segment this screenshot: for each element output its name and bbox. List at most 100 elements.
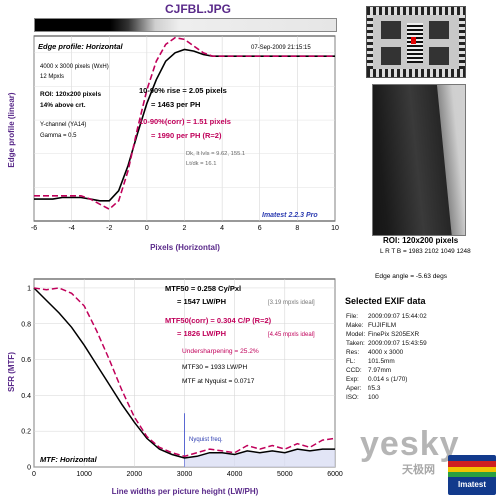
edge-grid [33,36,336,221]
mtf-x-tick: 0 [32,471,36,478]
mtf-y-tick: 0.8 [21,321,31,328]
exif-key: Model: [346,331,366,338]
exif-value: FinePix S205EXR [368,331,420,338]
mtf-ylabel: SFR (MTF) [7,352,16,392]
mtf30-text: MTF30 = 1933 LW/PH [182,364,248,371]
exif-key: Res: [346,349,360,356]
exif-row: Taken: 2009:09:07 15:43:59 [346,340,427,347]
exif-row: Model: FinePix S205EXR [346,331,419,338]
exif-key: Taken: [346,340,365,347]
channel-text: Y-channel (YA14) [40,122,86,128]
exif-key: CCD: [346,367,362,374]
nyquist-value-text: MTF at Nyquist = 0.0717 [182,378,255,385]
mtf-x-tick: 5000 [277,471,293,478]
imatest-version: Imatest 2.2.3 Pro [262,212,318,219]
image-size: 4000 x 3000 pixels (WxH) [40,64,109,70]
mtf-y-tick: 0 [27,465,31,472]
mtf50-corr-text: MTF50(corr) = 0.304 C/P (R=2) [165,316,272,325]
file-title: CJFBL.JPG [165,2,232,16]
roi-caption: ROI: 120x200 pixels [383,236,459,245]
exif-value: f/5.3 [368,385,381,392]
mtf-x-tick: 3000 [177,471,193,478]
edge-x-tick: 2 [183,225,187,232]
exif-row: ISO: 100 [346,394,379,401]
roi-lrtb: L R T B = 1983 2102 1049 1248 [380,248,471,255]
edge-profile-line [34,48,335,202]
lt-dk-text: Lt/dk = 16.1 [186,161,216,167]
mtf-y-tick: 0.4 [21,393,31,400]
exif-value: FUJIFILM [368,322,397,329]
mtf50-lw-text: = 1547 LW/PH [177,297,226,306]
mtf-title: MTF: Horizontal [40,455,98,464]
exif-value: 100 [368,394,379,401]
edge-x-tick: 6 [258,225,262,232]
exif-key: ISO: [346,394,359,401]
exif-value: 2009:09:07 15:43:59 [368,340,427,347]
rise-text: 10-90% rise = 2.05 pixels [139,86,227,95]
edge-xlabel: Pixels (Horizontal) [150,243,220,252]
per-ph-corr-text: = 1990 per PH (R=2) [151,131,222,140]
yesky-chinese-text: 天极网 [402,464,435,476]
mtf-x-tick: 6000 [327,471,343,478]
edge-x-tick: -2 [106,225,112,232]
edge-x-tick: -4 [69,225,75,232]
exif-row: CCD: 7.97mm [346,367,391,374]
exif-row: Exp: 0.014 s (1/70) [346,376,407,383]
gamma-text: Gamma = 0.5 [40,133,77,139]
mtf50-corr-lw-text: = 1826 LW/PH [177,329,226,338]
edge-angle: Edge angle = -5.63 degs [375,273,448,280]
mpxls: 12 Mpxls [40,74,64,80]
mtf-x-tick: 1000 [76,471,92,478]
exif-key: FL: [346,358,356,365]
exif-value: 101.5mm [368,358,395,365]
mtf-corr-line [33,287,336,458]
yesky-watermark: yesky [360,425,460,463]
mtf-chart: 0 1000 2000 3000 4000 5000 6000 0 0.2 0.4 0.6 0.8 1… [7,278,343,496]
exif-row: File: 2009:09:07 15:44:02 [346,313,427,320]
exif-value: 4000 x 3000 [368,349,404,356]
exif-row: Res: 4000 x 3000 [346,349,403,356]
mtf-xlabel: Line widths per picture height (LW/PH) [112,487,259,496]
exif-row: Aper: f/5.3 [346,385,380,392]
edge-x-tick: 4 [220,225,224,232]
above-crt: 14% above crt. [40,102,86,109]
mtf-y-tick: 0.6 [21,357,31,364]
mtf-y-tick: 1 [27,285,31,292]
edge-title: Edge profile: Horizontal [38,42,124,51]
undersharpening-text: Undersharpening = 25.2% [182,348,259,355]
mtf-x-tick: 2000 [127,471,143,478]
mtf-line [33,287,335,459]
per-ph-text: = 1463 per PH [151,100,200,109]
edge-datetime: 07-Sep-2009 21:15:15 [251,45,311,51]
mtf-x-tick: 4000 [227,471,243,478]
roi-crop-image [372,84,466,236]
exif-row: Make: FUJIFILM [346,322,396,329]
exif-key: Aper: [346,385,362,392]
exif-key: File: [346,313,359,320]
mtf-x-ticks: 0 1000 2000 3000 4000 5000 6000 [32,471,343,478]
test-chart-thumbnail [366,6,466,78]
exif-value: 0.014 s (1/70) [368,376,408,383]
edge-profile-chart: -6 -4 -2 0 2 4 6 8 10 Edge profile: Horizontal 0… [7,35,339,252]
imatest-logo: Imatest [448,455,496,495]
edge-x-tick: 8 [295,225,299,232]
imatest-logo-text: Imatest [457,480,486,489]
exif-row: FL: 101.5mm [346,358,395,365]
edge-ylabel: Edge profile (linear) [7,92,16,167]
mtf50-ideal: [3.19 mpxls ideal] [268,300,315,306]
mtf50-corr-ideal: [4.45 mpxls ideal] [268,332,315,338]
exif-key: Make: [346,322,364,329]
mtf50-text: MTF50 = 0.258 Cy/Pxl [165,284,241,293]
edge-x-tick: -6 [31,225,37,232]
exif-value: 7.97mm [368,367,392,374]
mtf-y-ticks: 0 0.2 0.4 0.6 0.8 1 [21,285,31,471]
roi-marker [411,37,416,44]
dk-lt-text: Dk, It lvls = 9.62, 155.1 [186,151,245,157]
exif-title: Selected EXIF data [345,296,426,306]
rise-corr-text: 10-90%(corr) = 1.51 pixels [139,117,231,126]
roi-text: ROI: 120x200 pixels [40,91,101,98]
edge-x-tick: 0 [145,225,149,232]
edge-profile-corr-line [34,36,335,211]
edge-x-ticks: -6 -4 -2 0 2 4 6 8 10 [31,225,339,232]
mtf-grid [33,279,336,468]
